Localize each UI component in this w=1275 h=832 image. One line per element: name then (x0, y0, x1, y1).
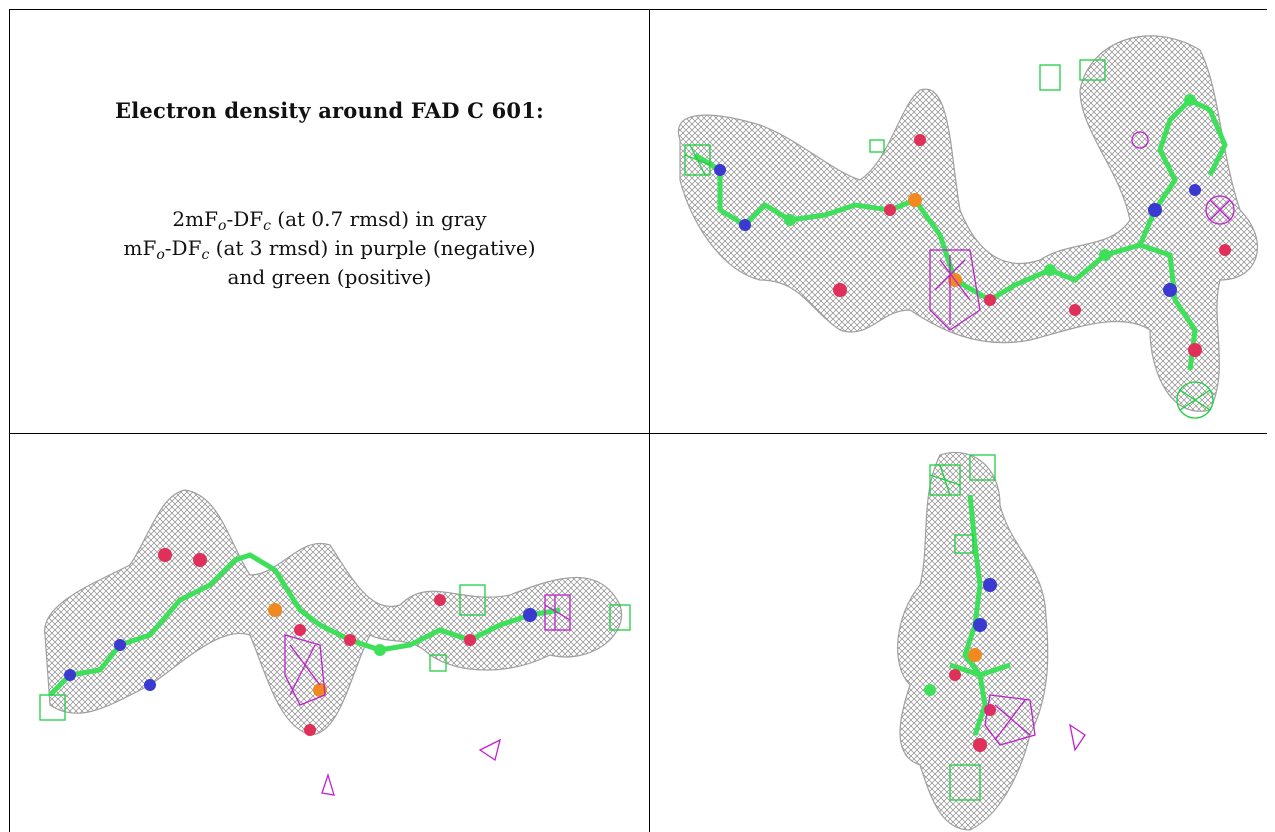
figure-title: Electron density around FAD C 601: (115, 98, 544, 123)
legend-line-1: 2mFo-DFc (at 0.7 rmsd) in gray (172, 207, 487, 234)
table-top-border (9, 9, 1267, 10)
molecule-density-image-2 (39, 489, 631, 796)
negative-density-mesh (284, 594, 571, 796)
negative-density-mesh (984, 694, 1086, 752)
legend-line-3: and green (positive) (227, 265, 432, 289)
molecule-density-image-1 (677, 35, 1258, 419)
molecule-density-image-3 (897, 451, 1086, 831)
legend-line-2: mFo-DFc (at 3 rmsd) in purple (negative) (123, 236, 536, 263)
density-view-top-right (650, 10, 1267, 433)
figure-table: Electron density around FAD C 601: 2mFo-… (9, 9, 1267, 832)
density-view-bottom-right (650, 435, 1267, 832)
figure-legend: 2mFo-DFc (at 0.7 rmsd) in gray mFo-DFc (… (10, 205, 649, 292)
molecule-bonds (949, 494, 1011, 736)
molecule-atoms (714, 94, 1231, 357)
positive-density-mesh (929, 454, 996, 801)
density-view-bottom-left (10, 435, 649, 832)
positive-density-mesh (39, 584, 631, 721)
gray-density-mesh (677, 35, 1258, 412)
negative-density-mesh (929, 131, 1235, 331)
positive-density-mesh (684, 59, 1214, 419)
gray-density-mesh (897, 451, 1049, 831)
molecule-atoms (64, 548, 537, 736)
table-center-divider (649, 9, 650, 832)
caption-cell: Electron density around FAD C 601: 2mFo-… (10, 10, 649, 433)
table-left-border (9, 9, 10, 832)
table-middle-divider (9, 433, 1267, 434)
